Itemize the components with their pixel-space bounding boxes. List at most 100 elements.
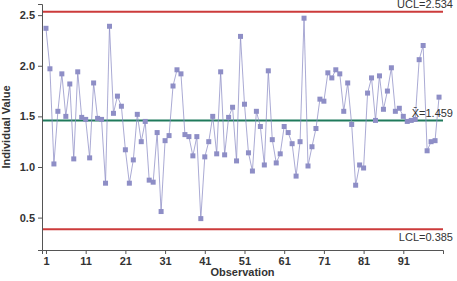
- data-point: [83, 117, 88, 122]
- y-tick: 1.5: [20, 110, 42, 122]
- data-point: [242, 102, 247, 107]
- y-tick: 2.5: [20, 9, 42, 21]
- data-point: [397, 106, 402, 111]
- x-tick: 41: [199, 250, 211, 267]
- x-tick: 61: [279, 250, 291, 267]
- data-point: [55, 109, 60, 114]
- data-point: [325, 70, 330, 75]
- x-tick: 11: [80, 250, 92, 267]
- data-point: [210, 114, 215, 119]
- data-point: [67, 81, 72, 86]
- data-point: [373, 118, 378, 123]
- data-point: [302, 16, 307, 21]
- x-tick-label: 41: [199, 255, 211, 267]
- x-tick-mark: [125, 250, 126, 254]
- data-point: [369, 75, 374, 80]
- data-point: [238, 34, 243, 39]
- x-tick-mark: [403, 250, 404, 254]
- y-axis-line: [38, 5, 43, 251]
- data-point: [365, 91, 370, 96]
- x-tick: 71: [318, 250, 330, 267]
- data-point: [345, 80, 350, 85]
- data-point: [230, 105, 235, 110]
- data-point: [381, 107, 386, 112]
- x-tick-label: 1: [43, 255, 49, 267]
- x-tick-label: 11: [80, 255, 92, 267]
- data-point: [131, 157, 136, 162]
- x-tick-label: 91: [398, 255, 410, 267]
- data-point: [433, 138, 438, 143]
- data-point: [274, 160, 279, 165]
- y-tick-mark: [38, 116, 42, 117]
- x-tick-label: 21: [120, 255, 132, 267]
- data-point: [385, 89, 390, 94]
- data-point: [59, 71, 64, 76]
- x-tick: 31: [159, 250, 171, 267]
- data-point: [47, 66, 52, 71]
- x-tick-label: 31: [159, 255, 171, 267]
- data-point: [107, 24, 112, 29]
- x-tick-mark: [165, 250, 166, 254]
- data-point: [139, 139, 144, 144]
- x-tick-mark: [86, 250, 87, 254]
- data-point: [222, 152, 227, 157]
- series-line: [46, 18, 439, 218]
- data-point: [294, 174, 299, 179]
- data-point: [321, 99, 326, 104]
- x-tick: 81: [358, 250, 370, 267]
- data-point: [91, 80, 96, 85]
- x-tick-label: 51: [239, 255, 251, 267]
- data-point: [75, 69, 80, 74]
- data-point: [270, 137, 275, 142]
- data-point: [349, 122, 354, 127]
- x-tick-mark: [324, 250, 325, 254]
- data-point: [71, 156, 76, 161]
- data-point: [171, 84, 176, 89]
- y-tick-mark: [38, 167, 42, 168]
- y-axis-title: Individual Value: [0, 85, 12, 168]
- y-tick: 1.0: [20, 161, 42, 173]
- data-point: [218, 69, 223, 74]
- x-tick-mark: [46, 250, 47, 254]
- data-point: [226, 115, 231, 120]
- y-tick: 0.5: [20, 212, 42, 224]
- y-tick-label: 2.5: [20, 9, 35, 21]
- reference-label: LCL=0.385: [399, 231, 453, 243]
- reference-label: UCL=2.534: [397, 0, 453, 10]
- x-axis-title: Observation: [210, 266, 274, 278]
- data-point: [337, 71, 342, 76]
- data-point: [266, 68, 271, 73]
- data-point: [254, 109, 259, 114]
- data-point: [87, 155, 92, 160]
- reference-label: X̄=1.459: [412, 107, 453, 119]
- data-point: [202, 154, 207, 159]
- y-tick-mark: [38, 66, 42, 67]
- chart: 11121314151617181910.51.01.52.02.5Observ…: [0, 0, 457, 281]
- data-point: [286, 130, 291, 135]
- x-tick-mark: [284, 250, 285, 254]
- data-point: [313, 126, 318, 131]
- x-tick: 21: [120, 250, 132, 267]
- data-point: [99, 117, 104, 122]
- x-tick-mark: [364, 250, 365, 254]
- data-point: [111, 111, 116, 116]
- data-point: [159, 209, 164, 214]
- x-tick-label: 71: [318, 255, 330, 267]
- data-point: [163, 138, 168, 143]
- x-tick-label: 61: [279, 255, 291, 267]
- data-point: [309, 144, 314, 149]
- data-point: [425, 148, 430, 153]
- reference-line: [42, 11, 443, 13]
- data-point: [186, 134, 191, 139]
- x-axis: 1112131415161718191: [43, 250, 444, 267]
- data-point: [143, 119, 148, 124]
- y-tick-label: 0.5: [20, 212, 35, 224]
- data-point: [421, 43, 426, 48]
- data-point: [341, 109, 346, 114]
- data-point: [123, 147, 128, 152]
- y-tick-label: 1.5: [20, 110, 35, 122]
- data-point: [115, 94, 120, 99]
- data-point: [119, 104, 124, 109]
- data-point: [155, 130, 160, 135]
- data-point: [167, 133, 172, 138]
